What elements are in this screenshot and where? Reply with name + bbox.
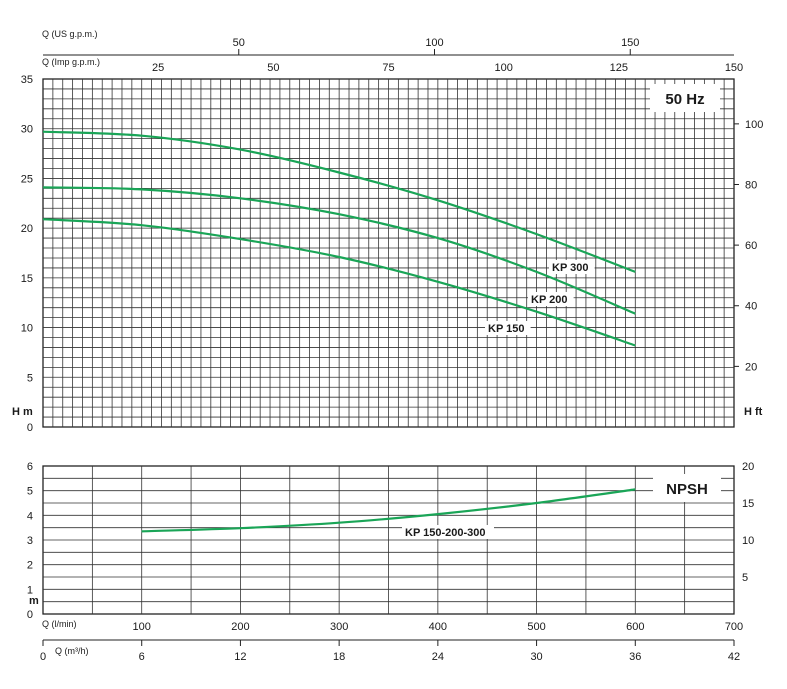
- lmin-tick-label: 100: [133, 621, 151, 633]
- us-gpm-axis-label: Q (US g.p.m.): [42, 29, 98, 39]
- m3h-tick-label: 0: [40, 651, 46, 663]
- head-m-tick-label: 30: [21, 124, 33, 136]
- head-ft-tick-label: 80: [745, 179, 757, 191]
- head-curve-kp-200: [42, 186, 636, 315]
- head-m-tick-label: 0: [27, 422, 33, 434]
- npsh-curve: [141, 488, 636, 533]
- npsh-ft-tick-label: 20: [742, 461, 754, 473]
- npsh-ft-tick-label: 10: [742, 535, 754, 547]
- m3h-tick-label: 6: [139, 651, 145, 663]
- npsh-ft-tick-label: 5: [742, 572, 748, 584]
- lmin-axis-label: Q (l/min): [42, 619, 77, 629]
- head-ft-axis-label: H ft: [744, 406, 763, 418]
- imp-gpm-tick-label: 150: [725, 62, 743, 74]
- curves-layer: [42, 130, 636, 533]
- imp-gpm-tick-label: 25: [152, 62, 164, 74]
- npsh-m-tick-label: 3: [27, 535, 33, 547]
- imp-gpm-tick-label: 100: [494, 62, 512, 74]
- m3h-axis-label: Q (m³/h): [55, 646, 89, 656]
- head-curve-kp-150: [42, 218, 636, 347]
- us-gpm-tick-label: 50: [233, 37, 245, 49]
- npsh-m-tick-label: 5: [27, 486, 33, 498]
- m3h-tick-label: 30: [530, 651, 542, 663]
- m3h-tick-label: 12: [234, 651, 246, 663]
- series-label-bg: [402, 525, 494, 539]
- head-ft-tick-label: 40: [745, 301, 757, 313]
- head-m-tick-label: 20: [21, 223, 33, 235]
- us-gpm-tick-label: 100: [425, 37, 443, 49]
- npsh-m-tick-label: 0: [27, 609, 33, 621]
- head-ft-tick-label: 100: [745, 119, 763, 131]
- lmin-tick-label: 500: [527, 621, 545, 633]
- lmin-tick-label: 200: [231, 621, 249, 633]
- head-m-tick-label: 15: [21, 273, 33, 285]
- frequency-badge-box: [650, 84, 720, 112]
- frequency-badge: 50 Hz: [665, 91, 704, 108]
- series-label: KP 200: [531, 294, 568, 306]
- us-gpm-tick-label: 150: [621, 37, 639, 49]
- series-label-bg: [528, 292, 574, 306]
- lmin-tick-label: 400: [429, 621, 447, 633]
- imp-gpm-tick-label: 75: [382, 62, 394, 74]
- series-label: KP 150: [488, 323, 525, 335]
- head-m-tick-label: 25: [21, 173, 33, 185]
- lmin-tick-label: 600: [626, 621, 644, 633]
- m3h-tick-label: 18: [333, 651, 345, 663]
- imp-gpm-tick-label: 125: [610, 62, 628, 74]
- lmin-tick-label: 700: [725, 621, 743, 633]
- head-ft-tick-label: 20: [745, 361, 757, 373]
- npsh-m-axis-label: m: [29, 595, 39, 607]
- npsh-m-tick-label: 2: [27, 560, 33, 572]
- series-label-bg: [549, 260, 595, 274]
- m3h-tick-label: 42: [728, 651, 740, 663]
- series-label: KP 300: [552, 262, 589, 274]
- head-curve-kp-300: [42, 130, 636, 273]
- head-m-axis-label: H m: [12, 406, 33, 418]
- lmin-tick-label: 300: [330, 621, 348, 633]
- labels-layer: KP 300 KP 200 KP 150 KP 150-200-300: [402, 260, 595, 539]
- npsh-m-tick-label: 4: [27, 510, 33, 522]
- series-label: KP 150-200-300: [405, 527, 486, 539]
- npsh-badge-box: [653, 474, 721, 502]
- imp-gpm-axis-label: Q (Imp g.p.m.): [42, 57, 100, 67]
- npsh-m-tick-label: 1: [27, 584, 33, 596]
- m3h-tick-label: 24: [432, 651, 444, 663]
- head-m-tick-label: 5: [27, 372, 33, 384]
- npsh-badge: NPSH: [666, 481, 708, 498]
- head-m-tick-label: 35: [21, 74, 33, 86]
- m3h-tick-label: 36: [629, 651, 641, 663]
- head-m-tick-label: 10: [21, 323, 33, 335]
- imp-gpm-tick-label: 50: [267, 62, 279, 74]
- series-label-bg: [485, 321, 531, 335]
- head-ft-tick-label: 60: [745, 240, 757, 252]
- npsh-ft-tick-label: 15: [742, 498, 754, 510]
- npsh-m-tick-label: 6: [27, 461, 33, 473]
